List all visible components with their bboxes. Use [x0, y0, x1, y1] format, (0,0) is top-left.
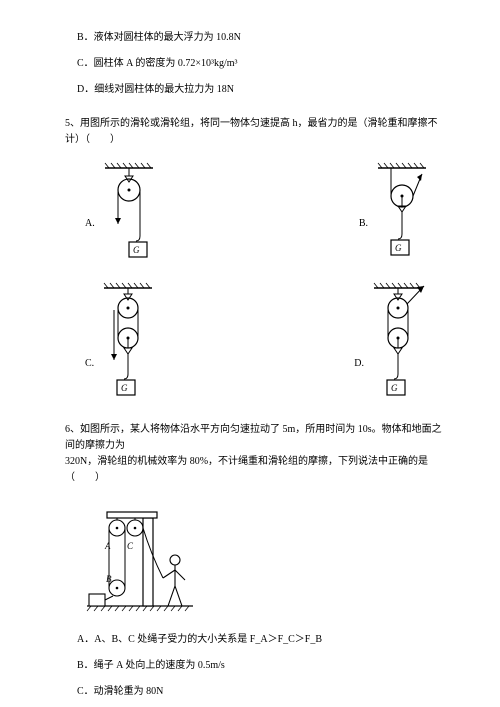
- q5-label-a: A.: [85, 216, 95, 262]
- svg-text:G: G: [121, 383, 128, 393]
- q5-label-c: C.: [85, 356, 94, 402]
- q5-label-d: D.: [354, 356, 364, 402]
- q6-stem-line1: 6、如图所示，某人将物体沿水平方向匀速拉动了 5m，所用时间为 10s。物体和地…: [65, 422, 450, 454]
- q5-figure-a: G: [101, 162, 157, 262]
- q5-figure-c: G: [100, 282, 156, 402]
- q6-stem-line2: 320N，滑轮组的机械效率为 80%，不计绳重和滑轮组的摩擦，下列说法中正确的是…: [65, 454, 450, 486]
- q6-option-b: B．绳子 A 处向上的速度为 0.5m/s: [77, 658, 450, 674]
- q5-row1: A. G B.: [85, 162, 430, 262]
- svg-text:G: G: [391, 383, 398, 393]
- q5-stem: 5、用图所示的滑轮或滑轮组，将同一物体匀速提高 h，最省力的是（滑轮重和摩擦不计…: [65, 116, 450, 148]
- svg-text:A: A: [104, 541, 111, 551]
- q5-figure-b: G: [374, 162, 430, 262]
- q5-figure-d: G: [370, 282, 430, 402]
- q5-option-c: C.: [85, 282, 156, 402]
- prev-option-c: C．圆柱体 A 的密度为 0.72×10³kg/m³: [77, 56, 450, 72]
- prev-option-d: D．细线对圆柱体的最大拉力为 18N: [77, 82, 450, 98]
- q5-row2: C.: [85, 282, 430, 402]
- q5-label-b: B.: [359, 216, 368, 262]
- q6-option-a: A．A、B、C 处绳子受力的大小关系是 F_A＞F_C＞F_B: [77, 632, 450, 648]
- q5-option-d: D. G: [354, 282, 430, 402]
- prev-option-b: B．液体对圆柱体的最大浮力为 10.8N: [77, 30, 450, 46]
- q6-option-c: C．动滑轮重为 80N: [77, 684, 450, 700]
- q6-stem: 6、如图所示，某人将物体沿水平方向匀速拉动了 5m，所用时间为 10s。物体和地…: [65, 422, 450, 486]
- svg-text:G: G: [133, 245, 140, 255]
- q6-figure: A C B: [85, 504, 450, 614]
- svg-text:C: C: [127, 541, 134, 551]
- svg-text:G: G: [395, 243, 402, 253]
- q5-option-b: B. G: [359, 162, 430, 262]
- q5-option-a: A. G: [85, 162, 157, 262]
